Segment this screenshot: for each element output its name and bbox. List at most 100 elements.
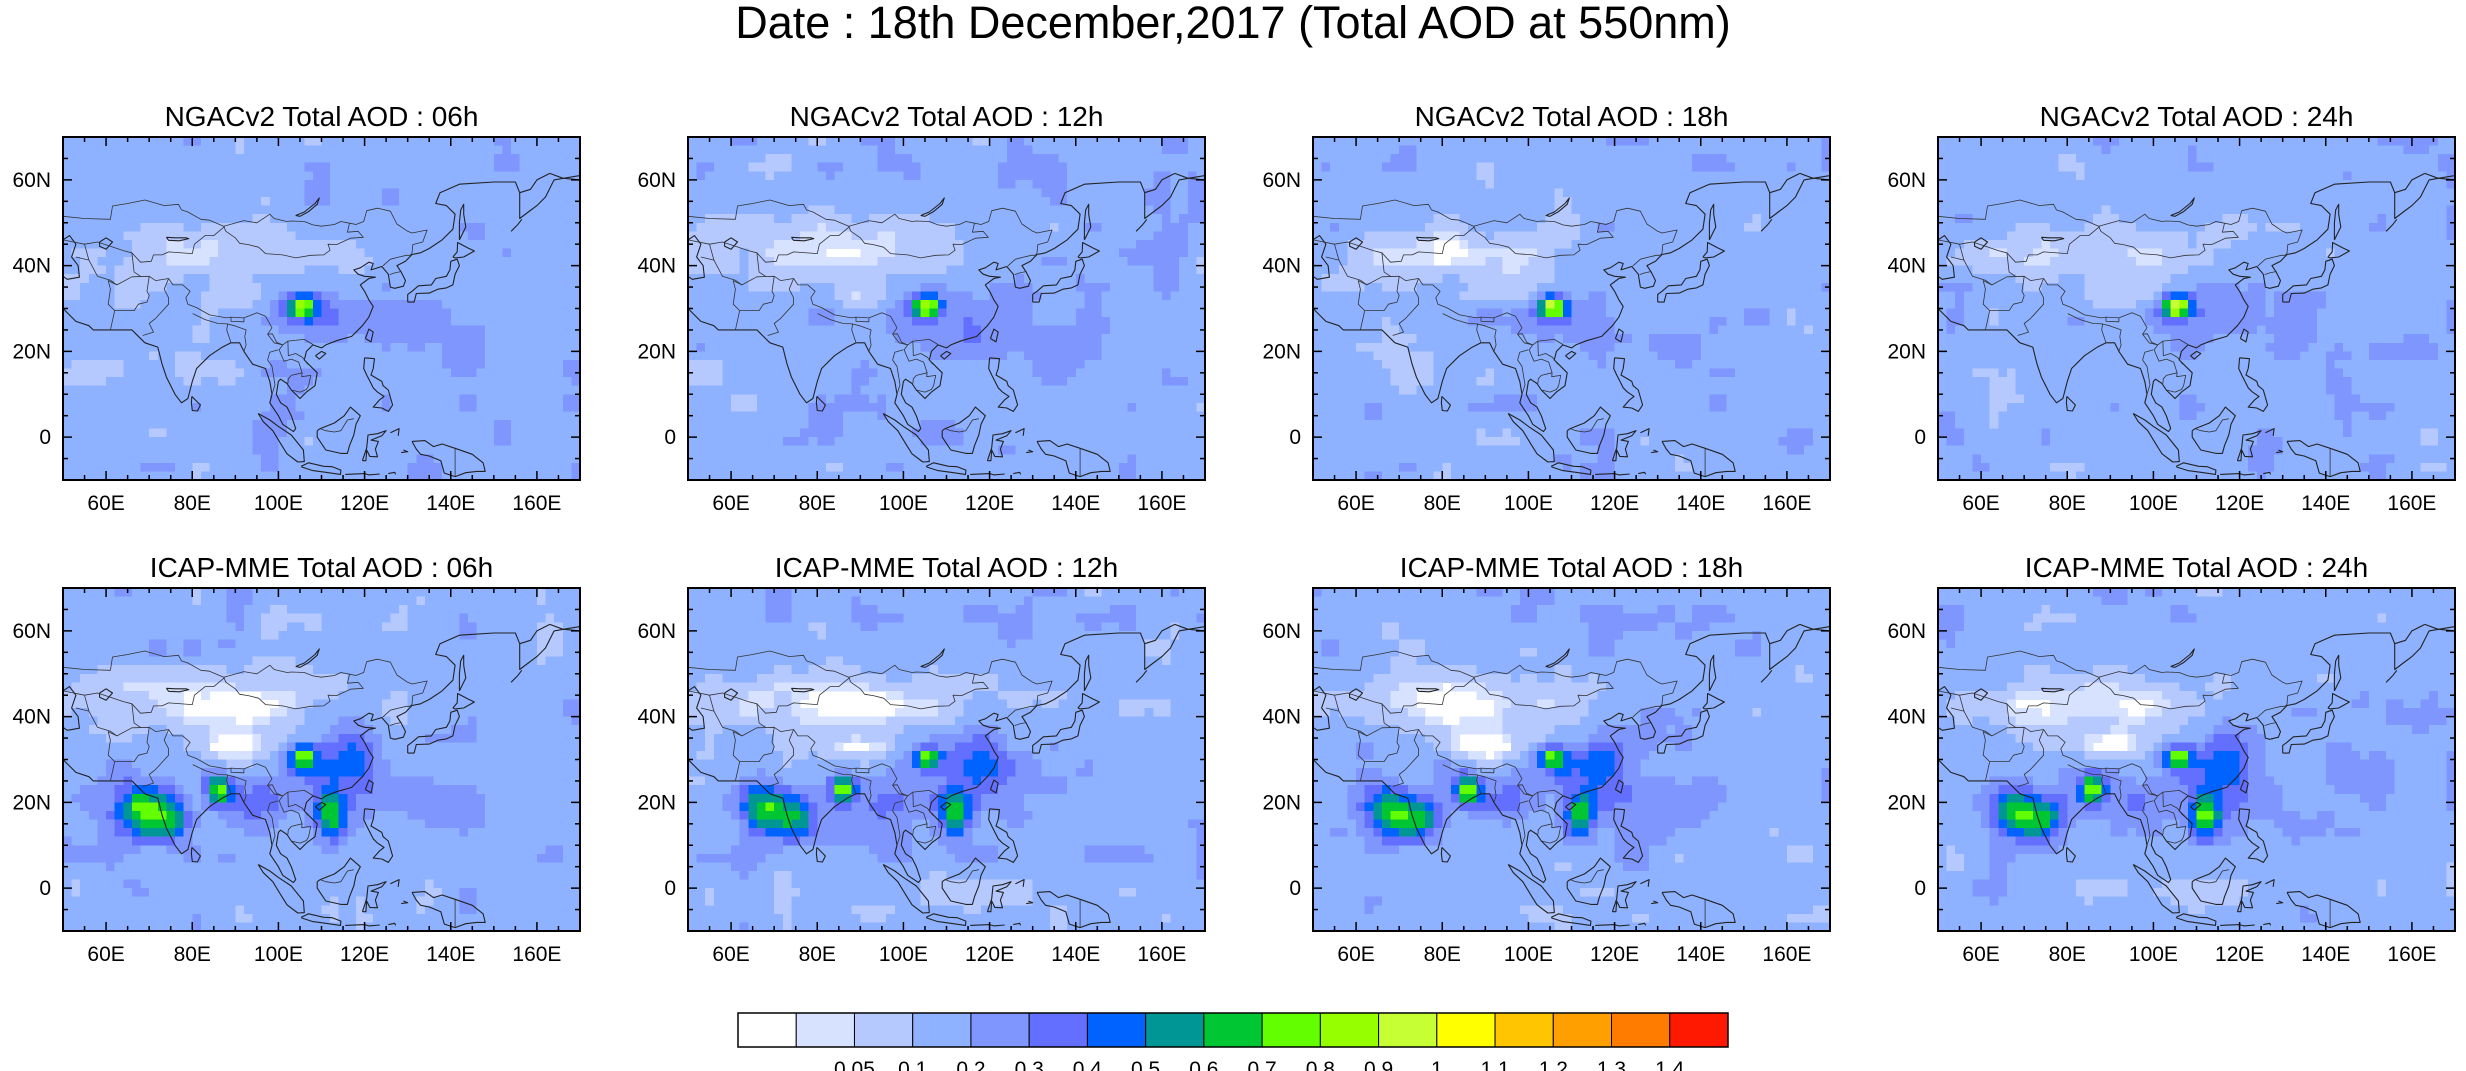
colorbar-label: 0.6: [1189, 1058, 1218, 1071]
country-borders: [63, 199, 456, 477]
colorbar-swatch: [912, 1012, 972, 1048]
colorbar-label: 0.5: [1131, 1058, 1160, 1071]
colorbar-label: 1.3: [1597, 1058, 1626, 1071]
x-tick-label: 80E: [1424, 943, 1461, 966]
x-tick-label: 60E: [712, 492, 749, 515]
colorbar-swatch: [1261, 1012, 1321, 1048]
y-tick-label: 40N: [1887, 706, 1926, 729]
coastlines: [63, 172, 580, 478]
y-tick-label: 40N: [12, 706, 51, 729]
colorbar-swatch: [1145, 1012, 1205, 1048]
y-tick-label: 40N: [1887, 255, 1926, 278]
x-tick-label: 60E: [1337, 492, 1374, 515]
colorbar-swatch: [1552, 1012, 1613, 1048]
y-tick-label: 0: [664, 877, 676, 900]
panel-title: ICAP-MME Total AOD : 24h: [2025, 552, 2368, 583]
y-tick-label: 0: [1289, 877, 1301, 900]
y-tick-label: 40N: [12, 255, 51, 278]
colorbar-swatch: [1494, 1012, 1554, 1048]
colorbar: 0.05 0.1 0.2 0.3 0.4 0.5 0.6 0.7 0.8 0.9 1 1.1 1.2 1.…: [737, 1012, 1729, 1071]
y-tick-label: 0: [1914, 426, 1926, 449]
y-tick-label: 20N: [637, 340, 676, 363]
x-tick-label: 80E: [1424, 492, 1461, 515]
panel-title: ICAP-MME Total AOD : 18h: [1400, 552, 1743, 583]
map-panel: 60E 80E 100E 120E 140E 160E 60N 40N 20N 0 NGACv2 T…: [12, 101, 581, 515]
colorbar-label: 0.7: [1248, 1058, 1277, 1071]
country-borders: [1938, 650, 2331, 928]
x-tick-label: 60E: [712, 943, 749, 966]
country-borders: [688, 199, 1081, 477]
y-tick-label: 20N: [637, 791, 676, 814]
x-tick-label: 100E: [2129, 492, 2178, 515]
y-tick-label: 0: [39, 426, 51, 449]
x-tick-label: 100E: [879, 492, 928, 515]
x-tick-label: 140E: [1051, 943, 1100, 966]
x-tick-label: 100E: [1504, 492, 1553, 515]
y-tick-label: 40N: [1262, 706, 1301, 729]
x-tick-label: 80E: [174, 492, 211, 515]
colorbar-label: 0.9: [1364, 1058, 1393, 1071]
coastlines: [63, 623, 580, 929]
colorbar-swatch: [737, 1012, 797, 1048]
x-tick-label: 60E: [87, 492, 124, 515]
colorbar-swatch: [1378, 1012, 1438, 1048]
colorbar-swatch: [1086, 1012, 1147, 1048]
y-tick-label: 0: [1914, 877, 1926, 900]
aod-field: [1938, 137, 2455, 480]
country-borders: [63, 650, 456, 928]
x-tick-label: 120E: [2215, 943, 2264, 966]
colorbar-label: 1: [1431, 1058, 1443, 1071]
map-panel: 60E 80E 100E 120E 140E 160E 60N 40N 20N 0 NGACv2 T…: [637, 101, 1206, 515]
y-tick-label: 0: [664, 426, 676, 449]
x-tick-label: 80E: [2049, 943, 2086, 966]
map-panel: 60E 80E 100E 120E 140E 160E 60N 40N 20N 0 ICAP-MME…: [1887, 552, 2456, 966]
panel-title: ICAP-MME Total AOD : 06h: [150, 552, 493, 583]
y-tick-label: 60N: [637, 169, 676, 192]
x-tick-label: 140E: [1051, 492, 1100, 515]
y-tick-label: 60N: [1887, 620, 1926, 643]
x-tick-label: 160E: [1137, 943, 1186, 966]
colorbar-swatch: [1028, 1012, 1088, 1048]
colorbar-label: 1.1: [1480, 1058, 1509, 1071]
x-tick-label: 160E: [2387, 492, 2436, 515]
y-tick-label: 40N: [1262, 255, 1301, 278]
colorbar-swatch: [1203, 1012, 1263, 1048]
colorbar-swatch: [1436, 1012, 1496, 1048]
x-tick-label: 140E: [426, 943, 475, 966]
coastlines: [1938, 172, 2455, 478]
x-tick-label: 120E: [1590, 492, 1639, 515]
y-tick-label: 20N: [1262, 340, 1301, 363]
colorbar-label: 0.05: [834, 1058, 875, 1071]
y-tick-label: 60N: [1262, 620, 1301, 643]
x-tick-label: 120E: [2215, 492, 2264, 515]
x-tick-label: 100E: [1504, 943, 1553, 966]
colorbar-label: 0.8: [1306, 1058, 1335, 1071]
x-tick-label: 120E: [965, 492, 1014, 515]
x-tick-label: 100E: [254, 943, 303, 966]
map-panel: 60E 80E 100E 120E 140E 160E 60N 40N 20N 0 ICAP-MME…: [1262, 552, 1831, 966]
x-tick-label: 60E: [1962, 492, 1999, 515]
y-tick-label: 0: [1289, 426, 1301, 449]
x-tick-label: 60E: [87, 943, 124, 966]
x-tick-label: 80E: [799, 943, 836, 966]
colorbar-swatch: [1319, 1012, 1380, 1048]
x-tick-label: 80E: [174, 943, 211, 966]
panel-title: NGACv2 Total AOD : 24h: [2040, 101, 2354, 132]
colorbar-label: 0.2: [956, 1058, 985, 1071]
x-tick-label: 120E: [965, 943, 1014, 966]
y-tick-label: 60N: [12, 169, 51, 192]
map-panel: 60E 80E 100E 120E 140E 160E 60N 40N 20N 0 ICAP-MME…: [12, 552, 581, 966]
aod-field: [1313, 137, 1830, 480]
y-tick-label: 20N: [1887, 791, 1926, 814]
aod-field: [1938, 588, 2455, 931]
y-tick-label: 40N: [637, 706, 676, 729]
country-borders: [1938, 199, 2331, 477]
country-borders: [688, 650, 1081, 928]
aod-field: [1313, 588, 1830, 931]
country-borders: [1313, 199, 1706, 477]
x-tick-label: 160E: [2387, 943, 2436, 966]
panel-title: NGACv2 Total AOD : 06h: [165, 101, 479, 132]
y-tick-label: 60N: [637, 620, 676, 643]
x-tick-label: 60E: [1962, 943, 1999, 966]
